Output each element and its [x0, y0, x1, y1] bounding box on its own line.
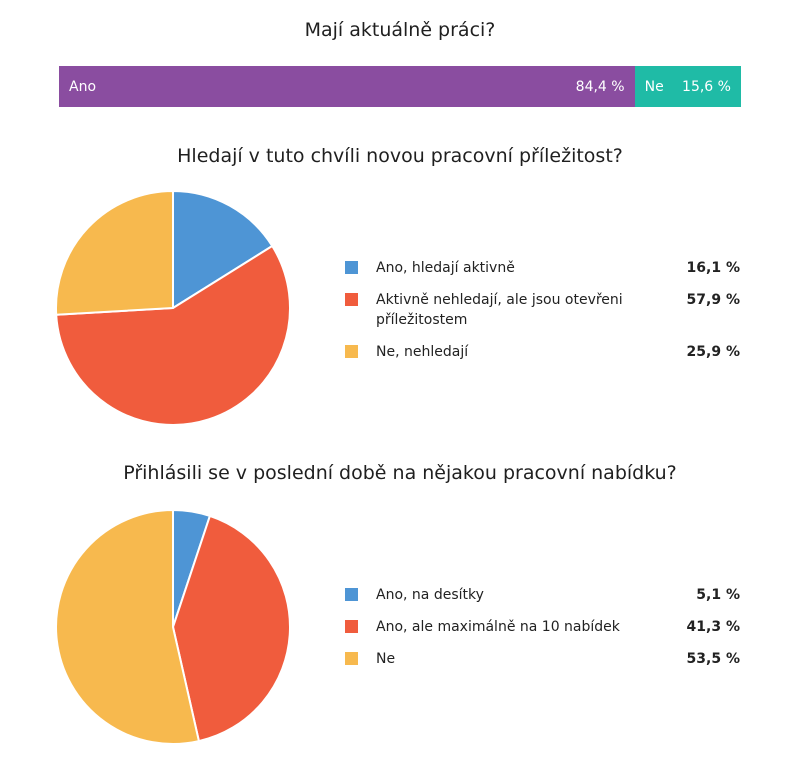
pie-slice-3: [55, 190, 174, 316]
legend-swatch: [345, 620, 358, 633]
legend-item: Ne 53,5 %: [345, 649, 740, 669]
legend-value: 57,9 %: [686, 292, 740, 308]
chart-title-employment: Mají aktuálně práci?: [304, 19, 496, 41]
chart-title-applications: Přihlásili se v poslední době na nějakou…: [123, 462, 677, 484]
legend-swatch: [345, 652, 358, 665]
chart-title-job-search: Hledají v tuto chvíli novou pracovní pří…: [177, 145, 623, 167]
pie-chart-applications: [55, 509, 291, 745]
pie-slice-2: [172, 514, 291, 743]
legend-value: 25,9 %: [686, 344, 740, 360]
pie-slice-3: [55, 509, 200, 745]
legend-item: Ano, hledají aktivně 16,1 %: [345, 258, 740, 278]
legend-value: 41,3 %: [686, 619, 740, 635]
bar-segment-label: Ne: [644, 78, 664, 95]
legend-value: 16,1 %: [686, 260, 740, 276]
stacked-bar-employment: Ano 84,4 % Ne 15,6 %: [59, 66, 741, 107]
legend-item: Ano, ale maximálně na 10 nabídek 41,3 %: [345, 617, 740, 637]
legend-swatch: [345, 345, 358, 358]
legend-value: 53,5 %: [686, 651, 740, 667]
bar-segment-label: Ano: [69, 78, 97, 95]
legend-item: Aktivně nehledají, ale jsou otevřeni pří…: [345, 290, 740, 330]
legend-value: 5,1 %: [696, 587, 740, 603]
legend-label: Ne: [376, 651, 396, 667]
legend-label: Aktivně nehledají, ale jsou otevřeni pří…: [376, 292, 623, 328]
pie-chart-job-search: [55, 190, 291, 427]
bar-segment-yes: Ano 84,4 %: [59, 66, 635, 107]
legend-label: Ano, hledají aktivně: [376, 260, 515, 276]
legend-label: Ne, nehledají: [376, 344, 469, 360]
legend-label: Ano, ale maximálně na 10 nabídek: [376, 619, 620, 635]
legend-swatch: [345, 261, 358, 274]
legend-applications: Ano, na desítky 5,1 % Ano, ale maximálně n…: [345, 585, 740, 681]
legend-label: Ano, na desítky: [376, 587, 484, 603]
bar-segment-value: 15,6 %: [682, 78, 731, 95]
pie-slice-1: [172, 190, 274, 309]
bar-segment-value: 84,4 %: [575, 78, 625, 95]
legend-job-search: Ano, hledají aktivně 16,1 % Aktivně nehled…: [345, 258, 740, 374]
legend-swatch: [345, 293, 358, 306]
bar-segment-no: Ne 15,6 %: [634, 66, 741, 107]
legend-item: Ne, nehledají 25,9 %: [345, 342, 740, 362]
legend-item: Ano, na desítky 5,1 %: [345, 585, 740, 605]
legend-swatch: [345, 588, 358, 601]
pie-slice-2: [55, 245, 291, 427]
